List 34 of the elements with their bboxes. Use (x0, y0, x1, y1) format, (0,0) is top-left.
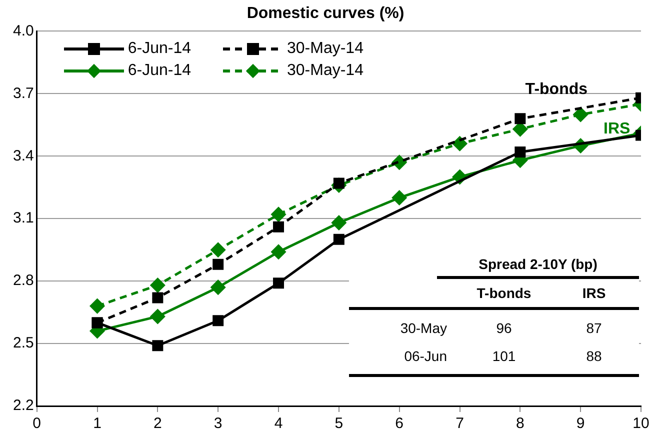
annotation: 87 (585, 320, 603, 336)
y-tick-label: 3.1 (12, 210, 34, 227)
chart-title: Domestic curves (%) (246, 5, 404, 22)
x-tick-label: 6 (395, 415, 404, 432)
annotation: 88 (585, 348, 603, 364)
y-tick-label: 2.5 (12, 334, 34, 352)
x-tick-label: 4 (274, 415, 283, 432)
annotation: 96 (495, 320, 513, 336)
annotation: 101 (491, 348, 517, 364)
y-tick-label: 3.7 (12, 84, 34, 102)
annotation: IRS (581, 285, 607, 301)
legend-label: 6-Jun-14 (128, 62, 191, 80)
annotation: IRS (604, 120, 630, 138)
y-tick-label: 2.2 (12, 397, 34, 414)
x-tick-label: 2 (154, 415, 162, 432)
y-tick-label: 2.8 (12, 272, 34, 290)
x-tick-label: 9 (576, 415, 585, 432)
annotation: T-bonds (525, 80, 588, 98)
legend-label: 30-May-14 (287, 62, 364, 80)
x-tick-label: 3 (214, 415, 222, 432)
x-tick-label: 7 (456, 415, 464, 432)
x-tick-label: 1 (93, 415, 102, 432)
x-tick-label: 5 (334, 415, 344, 432)
annotation: 06-Jun (403, 348, 448, 364)
y-tick-label: 3.4 (12, 147, 34, 164)
legend-label: 30-May-14 (287, 40, 364, 58)
x-tick-label: 10 (632, 415, 650, 432)
annotation: T-bonds (476, 285, 532, 301)
annotation: Spread 2-10Y (bp) (437, 256, 639, 279)
annotation: 30-May (399, 320, 448, 336)
y-tick-label: 4.0 (12, 22, 34, 40)
x-tick-label: 8 (516, 415, 524, 432)
x-tick-label: 0 (32, 415, 42, 432)
legend-label: 6-Jun-14 (128, 40, 191, 58)
